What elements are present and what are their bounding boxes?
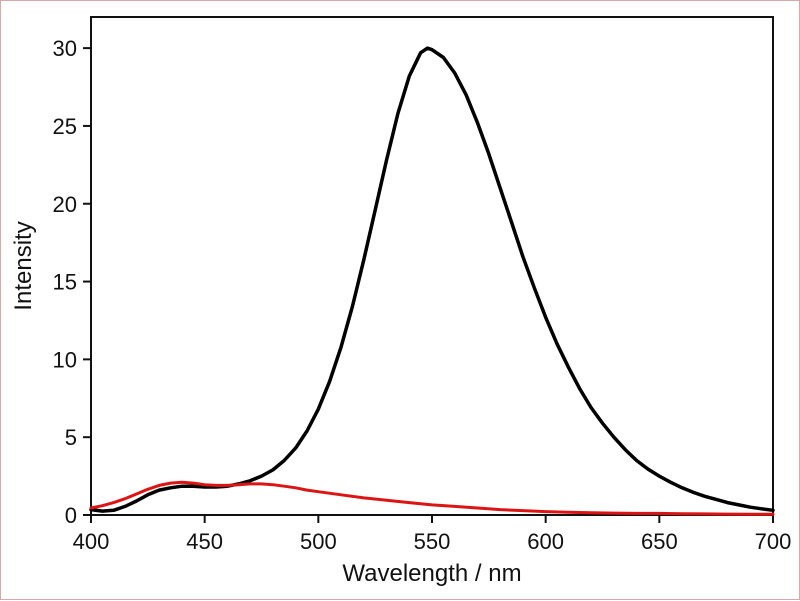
x-tick-label: 550 <box>414 529 451 554</box>
y-tick-label: 0 <box>65 503 77 528</box>
series-red-emission-line <box>89 480 775 516</box>
x-tick-label: 500 <box>300 529 337 554</box>
plot-layer: 400 450 500 550 600 650 700 0 5 10 15 20 25 30 <box>53 16 792 554</box>
plot-frame <box>90 16 774 516</box>
series-black-emission-line <box>89 46 775 513</box>
x-tick-label: 400 <box>73 529 110 554</box>
y-tick-label: 25 <box>53 114 77 139</box>
x-tick-label: 650 <box>641 529 678 554</box>
y-tick-label: 10 <box>53 347 77 372</box>
y-tick-label: 30 <box>53 36 77 61</box>
x-tick-label: 450 <box>186 529 223 554</box>
x-axis-label: Wavelength / nm <box>342 560 521 587</box>
x-tick-label: 600 <box>527 529 564 554</box>
y-axis-label: Intensity <box>10 221 37 310</box>
x-tick-label: 700 <box>755 529 792 554</box>
y-tick-label: 15 <box>53 270 77 295</box>
y-tick-label: 20 <box>53 192 77 217</box>
y-tick-label: 5 <box>65 425 77 450</box>
